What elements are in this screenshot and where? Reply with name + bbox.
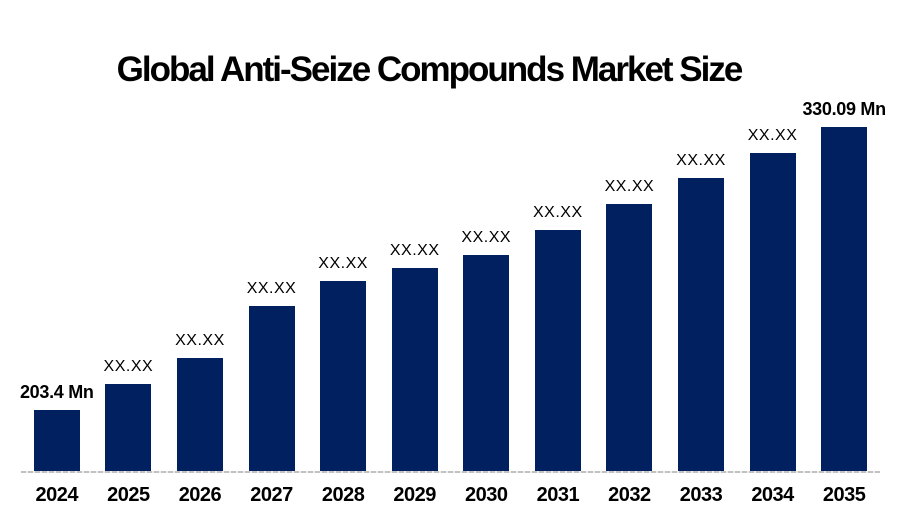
bar-value-label: XX.XX (533, 204, 583, 221)
bar-2027 (248, 306, 295, 473)
bar-column-2028: XX.XX (307, 0, 379, 473)
bar-column-2029: XX.XX (379, 0, 451, 473)
x-axis-label-2024: 2024 (35, 484, 79, 506)
bar-column-2032: XX.XX (594, 0, 666, 473)
bar-value-label: XX.XX (676, 152, 726, 169)
bar-2028 (320, 281, 367, 473)
x-axis-label-2027: 2027 (250, 484, 293, 506)
bar-column-2025: XX.XX (93, 0, 165, 473)
bar-column-2024: 203.4 Mn (19, 0, 94, 473)
x-axis-labels: 2024 2025 2026 2027 2028 2029 2030 2031 … (21, 484, 880, 507)
bar-value-label: 203.4 Mn (19, 382, 94, 402)
bar-column-2033: XX.XX (665, 0, 737, 473)
bar-column-2034: XX.XX (737, 0, 809, 473)
x-axis-label-2035: 2035 (822, 484, 866, 506)
x-axis-label-2030: 2030 (465, 484, 508, 506)
bar-2025 (105, 384, 152, 473)
bar-2024 (33, 410, 80, 473)
bar-2033 (677, 178, 724, 473)
bar-value-label: 330.09 Mn (802, 99, 886, 119)
bar-2035 (821, 127, 868, 473)
bar-2026 (176, 358, 223, 473)
bar-2029 (391, 268, 438, 473)
x-axis-line (21, 471, 880, 473)
plot-area: 203.4 Mn XX.XX XX.XX XX.XX XX.XX XX.XX X… (19, 0, 886, 473)
bar-2031 (534, 230, 581, 473)
bar-value-label: XX.XX (604, 178, 655, 195)
x-axis-label-2029: 2029 (393, 484, 436, 506)
bar-2032 (606, 204, 653, 473)
bar-column-2030: XX.XX (450, 0, 522, 473)
bar-value-label: XX.XX (318, 255, 368, 272)
bar-2034 (749, 153, 796, 473)
bar-column-2027: XX.XX (236, 0, 308, 473)
x-axis-label-2028: 2028 (321, 484, 365, 506)
x-axis-label-2032: 2032 (608, 484, 651, 506)
bar-value-label: XX.XX (389, 242, 440, 259)
x-axis-label-2026: 2026 (178, 484, 222, 506)
bar-value-label: XX.XX (246, 280, 297, 297)
bar-column-2031: XX.XX (522, 0, 594, 473)
bar-column-2035: 330.09 Mn (802, 0, 886, 473)
bar-column-2026: XX.XX (164, 0, 236, 473)
x-axis-label-2031: 2031 (536, 484, 580, 506)
bar-value-label: XX.XX (175, 332, 225, 349)
x-axis-label-2034: 2034 (751, 484, 794, 506)
x-axis-label-2025: 2025 (107, 484, 150, 506)
bar-value-label: XX.XX (103, 358, 154, 375)
bar-2030 (463, 255, 510, 473)
bar-value-label: XX.XX (747, 127, 798, 144)
x-axis-label-2033: 2033 (679, 484, 723, 506)
bar-value-label: XX.XX (461, 229, 512, 246)
bar-columns: 203.4 Mn XX.XX XX.XX XX.XX XX.XX XX.XX X… (19, 0, 886, 473)
chart-title: Global Anti-Seize Compounds Market Size (116, 50, 744, 89)
